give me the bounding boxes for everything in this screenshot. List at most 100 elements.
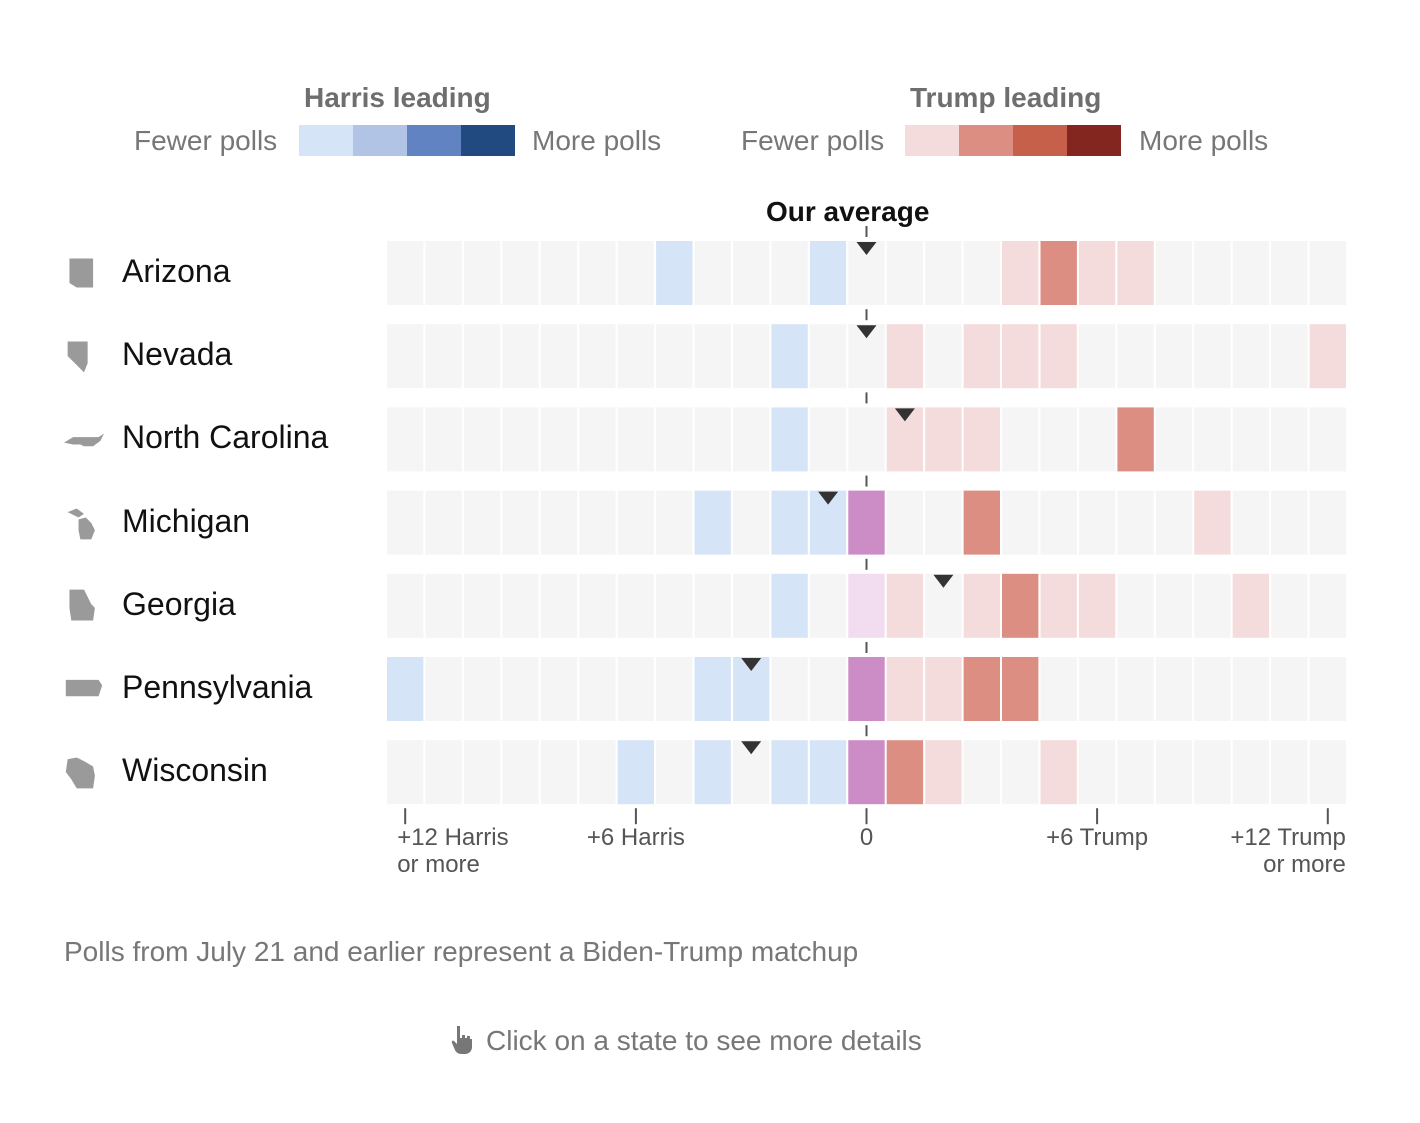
- state-row-michigan[interactable]: Michigan: [60, 491, 1360, 557]
- heatmap-cell: [425, 657, 462, 721]
- heatmap-cell: [1271, 324, 1308, 389]
- heatmap-cell: [1194, 407, 1231, 472]
- heatmap-cell: [502, 740, 539, 805]
- heatmap-cell: [1309, 490, 1346, 555]
- heatmap-cell: [540, 573, 578, 638]
- heatmap-cell: [694, 573, 731, 638]
- heatmap-cell: [886, 573, 924, 638]
- heatmap-cell: [579, 324, 616, 389]
- state-name: North Carolina: [122, 419, 329, 456]
- heatmap-cell: [1002, 407, 1039, 472]
- heatmap-cell: [886, 740, 924, 805]
- heatmap-cell: [1078, 657, 1116, 721]
- heatmap-cell: [617, 740, 654, 805]
- heatmap-cell: [1309, 573, 1346, 638]
- legend-trump-swatch-1: [905, 125, 959, 156]
- heatmap-cell: [1309, 407, 1346, 472]
- heatmap-cell: [694, 324, 731, 389]
- state-name: Michigan: [122, 502, 251, 539]
- heatmap-cell: [1155, 740, 1193, 805]
- heatmap-cell: [771, 657, 808, 721]
- heatmap-cell: [387, 490, 424, 555]
- state-row-arizona[interactable]: Arizona: [60, 241, 1360, 307]
- heatmap-cell: [1040, 490, 1077, 555]
- state-row-nevada[interactable]: Nevada: [60, 324, 1360, 390]
- legend-harris-swatch-4: [461, 125, 515, 156]
- state-row-north-carolina[interactable]: North Carolina: [60, 407, 1360, 473]
- heatmap-cell: [502, 324, 539, 389]
- heatmap-cell: [1271, 740, 1308, 805]
- heatmap-cell: [540, 657, 578, 721]
- heatmap-cell: [1194, 657, 1231, 721]
- heatmap-cell: [463, 657, 501, 721]
- average-marker: [856, 325, 877, 339]
- heatmap-cell: [656, 657, 693, 721]
- heatmap-cell: [925, 740, 962, 805]
- heatmap-cell: [1117, 324, 1154, 389]
- average-marker: [741, 658, 762, 671]
- heatmap-cell: [1309, 241, 1346, 305]
- heatmap-cell: [1078, 324, 1116, 389]
- heatmap-cell: [809, 740, 847, 805]
- heatmap-cell: [1078, 573, 1116, 638]
- heatmap-cell: [656, 324, 693, 389]
- heatmap-cell: [425, 490, 462, 555]
- heatmap-cell: [771, 241, 808, 305]
- heatmap-cell: [425, 241, 462, 305]
- heatmap-cell: [886, 657, 924, 721]
- heatmap-cell: [540, 490, 578, 555]
- heatmap-cell: [925, 407, 962, 472]
- heatmap-cell: [694, 407, 731, 472]
- legend-trump-scale: [905, 125, 1121, 156]
- heatmap-cell: [1078, 490, 1116, 555]
- wisconsin-icon: [65, 757, 95, 789]
- state-row-pennsylvania[interactable]: Pennsylvania: [60, 657, 1360, 723]
- heatmap-cell: [733, 407, 770, 472]
- state-row-georgia[interactable]: Georgia: [60, 574, 1360, 640]
- heatmap-cell: [1271, 573, 1308, 638]
- heatmap-cell: [463, 241, 501, 305]
- click-state-hint[interactable]: Click on a state to see more details: [450, 1024, 922, 1057]
- heatmap-cell: [771, 573, 808, 638]
- heatmap-cell: [425, 740, 462, 805]
- heatmap-cell: [886, 241, 924, 305]
- heatmap-cell: [617, 407, 654, 472]
- heatmap-cell: [963, 407, 1000, 472]
- state-name: Arizona: [122, 253, 231, 289]
- heatmap-cell: [1002, 324, 1039, 389]
- x-tick-label: +6 Trump: [1046, 824, 1148, 851]
- heatmap-row-georgia: [387, 558, 1346, 638]
- heatmap-cell: [733, 573, 770, 638]
- heatmap-cell: [925, 324, 962, 389]
- heatmap-cell: [502, 490, 539, 555]
- heatmap-row-wisconsin: [387, 725, 1346, 805]
- heatmap-cell: [617, 241, 654, 305]
- heatmap-cell: [1232, 490, 1270, 555]
- heatmap-cell: [1232, 573, 1270, 638]
- legend-harris-more-label: More polls: [532, 125, 662, 156]
- heatmap-cell: [963, 657, 1000, 721]
- heatmap-cell: [1117, 407, 1154, 472]
- x-tick-label: or more: [397, 851, 480, 878]
- heatmap-cell: [809, 324, 847, 389]
- michigan-icon: [67, 508, 95, 539]
- heatmap-cell: [848, 573, 885, 638]
- heatmap-cell: [579, 241, 616, 305]
- average-marker: [933, 574, 954, 588]
- heatmap-cell: [1040, 324, 1077, 389]
- heatmap-cell: [425, 324, 462, 389]
- legend-trump-swatch-3: [1013, 125, 1067, 156]
- heatmap-row-north-carolina: [387, 392, 1346, 472]
- x-tick-label: 0: [860, 824, 873, 851]
- heatmap-cell: [1040, 241, 1077, 305]
- legend-trump-fewer-label: Fewer polls: [741, 125, 885, 156]
- heatmap-cell: [963, 740, 1000, 805]
- arizona-icon: [69, 258, 94, 288]
- nevada-icon: [67, 341, 88, 373]
- heatmap-cell: [1040, 573, 1077, 638]
- heatmap-cell: [848, 490, 885, 555]
- heatmap-cell: [1155, 324, 1193, 389]
- heatmap-cell: [1232, 324, 1270, 389]
- heatmap-cell: [656, 740, 693, 805]
- state-row-wisconsin[interactable]: Wisconsin: [60, 740, 1360, 806]
